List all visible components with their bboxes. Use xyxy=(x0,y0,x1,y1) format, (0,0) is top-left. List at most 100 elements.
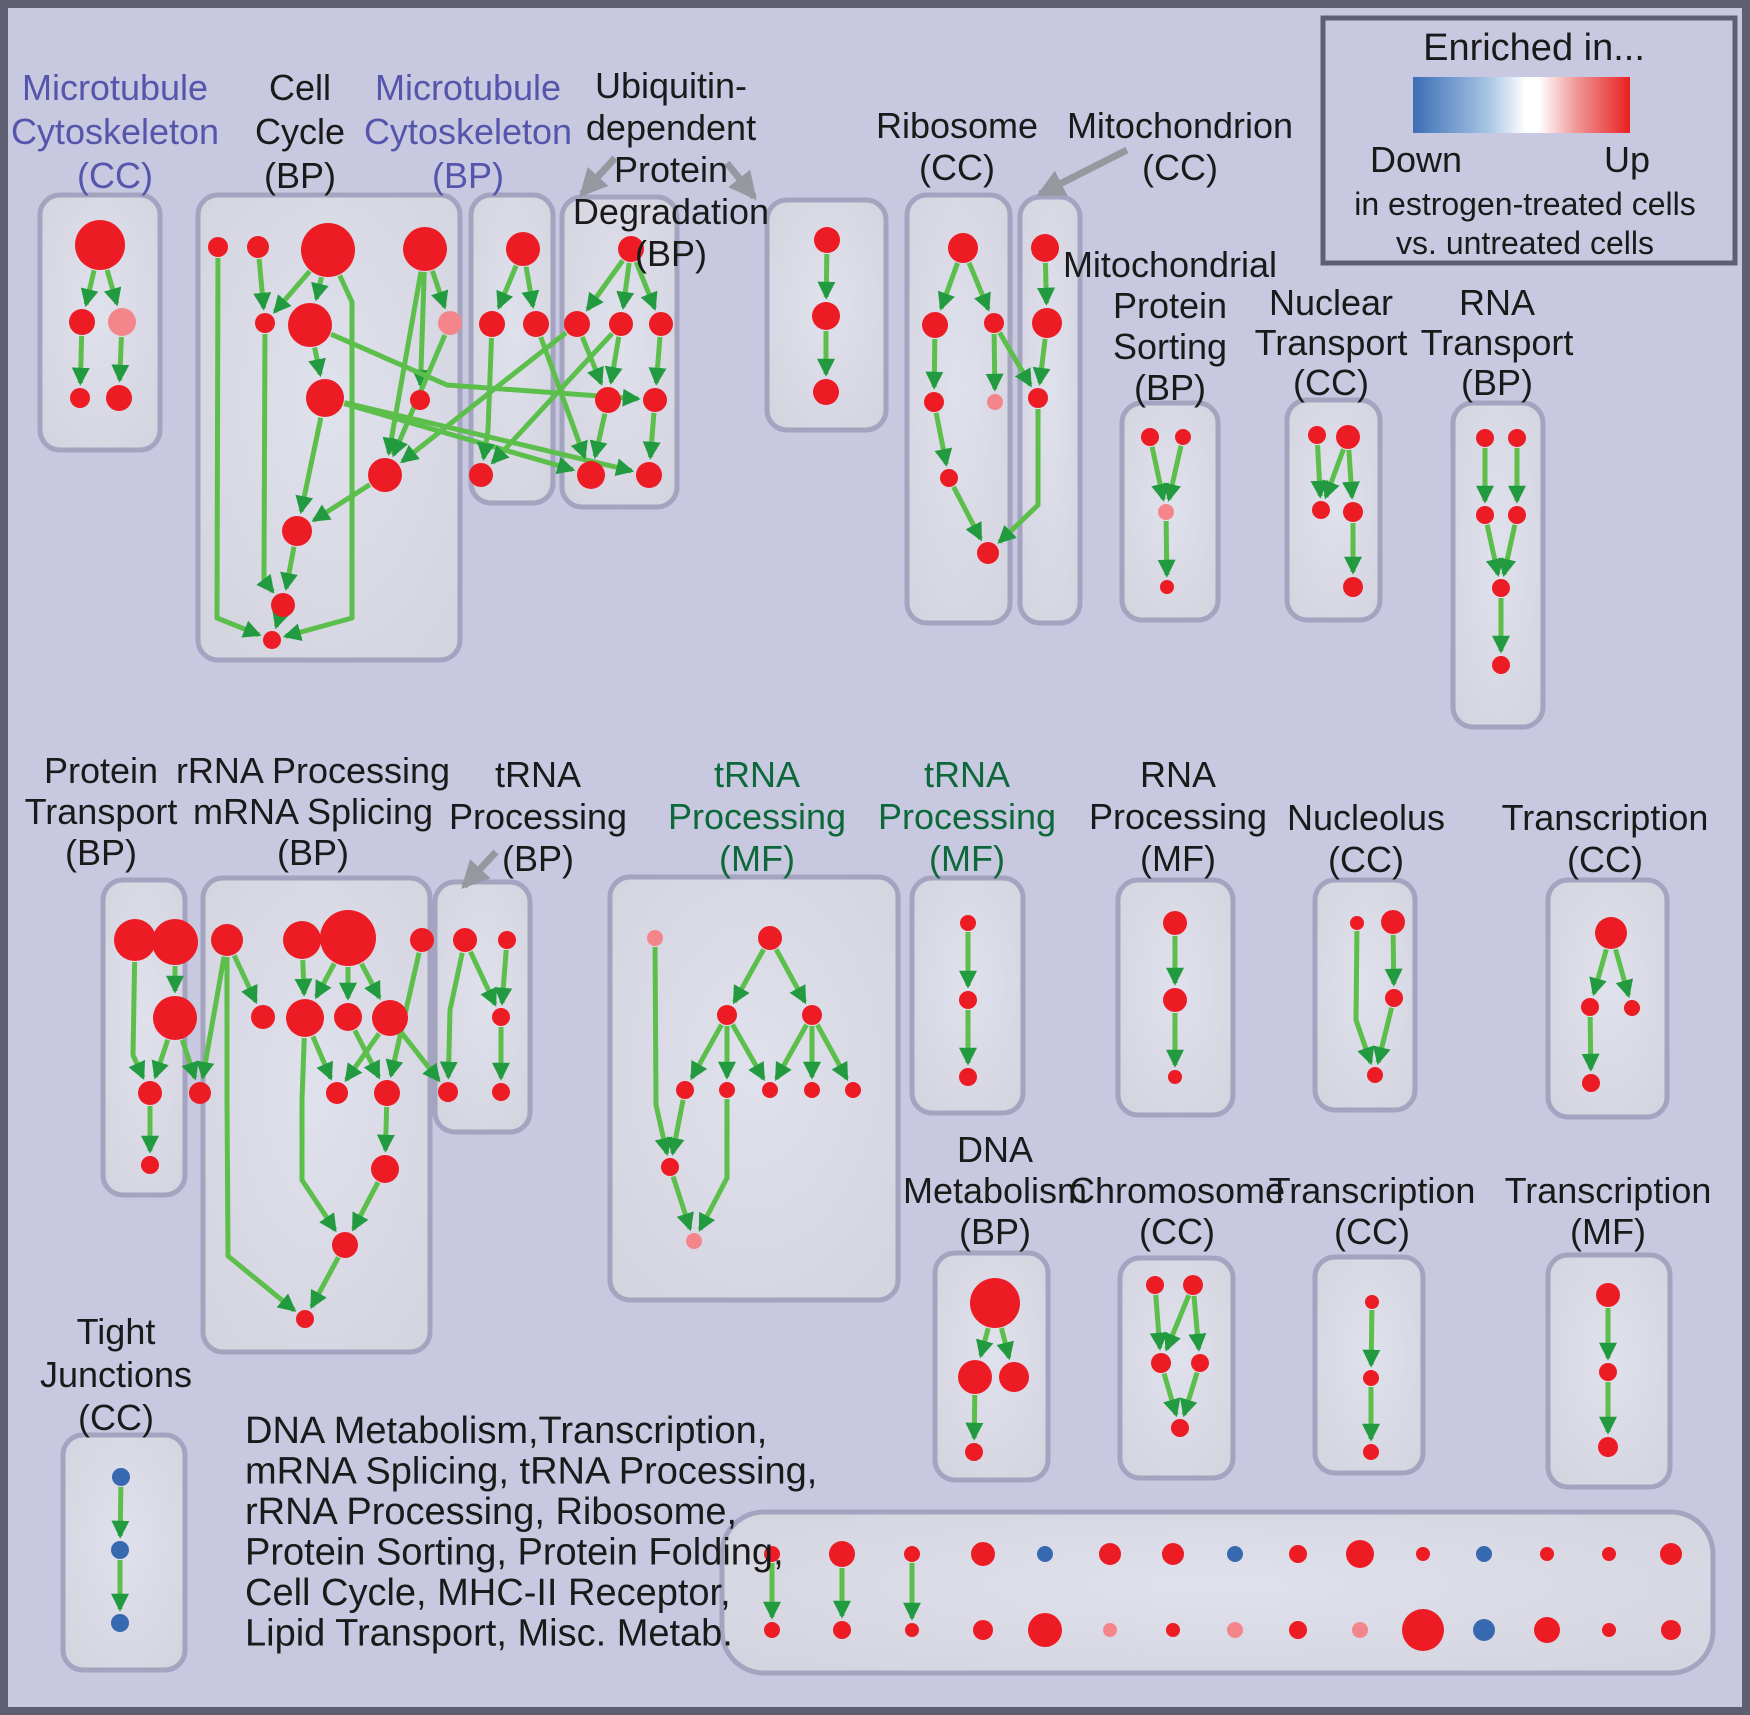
node-tg2 xyxy=(959,991,977,1009)
node-rr6 xyxy=(286,999,324,1037)
edge-rb6-rb7 xyxy=(951,485,983,542)
edge-rr1-rr13 xyxy=(224,957,297,1313)
node-a4 xyxy=(70,388,90,408)
node-ms4 xyxy=(1160,580,1174,594)
edge-ch1-ch3 xyxy=(1149,1294,1168,1351)
group-label-line: dependent xyxy=(586,107,756,148)
note-line: DNA Metabolism,Transcription, xyxy=(245,1410,767,1452)
node-rb6 xyxy=(940,469,958,487)
node-dm1 xyxy=(970,1278,1020,1328)
node-pt4 xyxy=(138,1081,162,1105)
group-label-line: (CC) xyxy=(1139,1211,1215,1252)
edge-cc3-cc5 xyxy=(272,269,312,314)
edge-a1-a3 xyxy=(103,269,122,307)
group-label-line: Processing xyxy=(1089,796,1267,837)
group-label-line: (MF) xyxy=(929,838,1005,879)
node-nt3 xyxy=(1312,501,1330,519)
node-rr9 xyxy=(326,1082,348,1104)
group-label-line: (BP) xyxy=(1461,362,1533,403)
group-label-line: Mitochondrial xyxy=(1063,244,1277,285)
group-label-line: Transcription xyxy=(1505,1170,1712,1211)
band-node-bottom-2 xyxy=(905,1623,919,1637)
edge-rr6-rr12 xyxy=(299,1037,338,1233)
note-line: mRNA Splicing, tRNA Processing, xyxy=(245,1451,817,1493)
node-tc2 xyxy=(1581,998,1599,1016)
node-tf8 xyxy=(804,1082,820,1098)
edge-rb4-rb6 xyxy=(933,412,953,467)
edge-rr6-rr9 xyxy=(310,1035,334,1081)
node-tp2 xyxy=(498,931,516,949)
node-pt2 xyxy=(152,919,198,965)
band-node-top-1 xyxy=(829,1541,855,1567)
node-cc2 xyxy=(247,236,269,258)
edge-ub6-ub8 xyxy=(642,412,661,460)
edge-cc3-cc6 xyxy=(311,276,329,302)
edge-mb2-mb4 xyxy=(477,337,495,461)
group-label-line: Cytoskeleton xyxy=(11,111,219,152)
edge-mb1-mb2 xyxy=(496,264,519,310)
group-box-tc xyxy=(1545,877,1670,1120)
edge-rr1-rr5 xyxy=(231,954,259,1005)
edge-rb3-rb5 xyxy=(985,333,1004,392)
group-label-ribosome: Ribosome(CC) xyxy=(876,105,1038,188)
node-tf11 xyxy=(686,1233,702,1249)
edge-tp1-tp3 xyxy=(468,950,498,1007)
edge-rt3-rt5 xyxy=(1484,524,1504,577)
label-pointer-arrow-2 xyxy=(1036,146,1129,198)
group-label-transcription-mf: Transcription(MF) xyxy=(1505,1170,1712,1252)
edge-dm2-dm4 xyxy=(965,1394,984,1441)
node-tb3 xyxy=(1363,1444,1379,1460)
node-tg1 xyxy=(960,915,976,931)
legend-up-label: Up xyxy=(1604,139,1650,180)
node-a3 xyxy=(108,308,136,336)
node-rp3 xyxy=(1168,1070,1182,1084)
node-rt1 xyxy=(1476,429,1494,447)
node-tf4 xyxy=(802,1005,822,1025)
edge-cc4-cc9 xyxy=(412,271,430,388)
node-a1 xyxy=(75,220,125,270)
edge-pt1-pt4 xyxy=(128,961,146,1080)
node-ub4 xyxy=(649,312,673,336)
edge-tc2-tc4 xyxy=(1581,1016,1600,1072)
edge-nc1-nc4 xyxy=(1353,930,1375,1066)
edge-rr7-rr10 xyxy=(352,1029,382,1080)
edge-nt1-nt3 xyxy=(1310,444,1329,499)
group-label-line: tRNA xyxy=(495,754,581,795)
group-label-line: (CC) xyxy=(1142,147,1218,188)
node-rt5 xyxy=(1492,579,1510,597)
node-rr7 xyxy=(334,1003,362,1031)
edge-cc3-cc13 xyxy=(282,274,355,641)
node-ms1 xyxy=(1141,428,1159,446)
edge-mi2-mi3 xyxy=(1032,338,1051,386)
group-label-transcription-cc-bottom: Transcription(CC) xyxy=(1269,1170,1476,1252)
node-mi2 xyxy=(1032,308,1062,338)
group-label-line: RNA xyxy=(1140,754,1216,795)
band-node-bottom-0 xyxy=(764,1622,780,1638)
group-box-ub xyxy=(559,194,680,510)
node-uc2 xyxy=(812,302,840,330)
group-label-line: Junctions xyxy=(40,1354,192,1395)
group-label-line: Protein xyxy=(614,149,728,190)
summary-band-box xyxy=(719,1509,1716,1676)
group-label-line: (MF) xyxy=(719,838,795,879)
edge-ub1-ub4 xyxy=(633,261,658,311)
edge-dm1-dm2 xyxy=(976,1327,994,1359)
edge-cc6-ub6 xyxy=(330,331,641,407)
edge-ms1-ms3 xyxy=(1149,446,1169,502)
node-rb7 xyxy=(977,542,999,564)
band-node-bottom-4 xyxy=(1028,1613,1062,1647)
node-tj3 xyxy=(111,1614,129,1632)
edge-ch3-ch5 xyxy=(1161,1372,1181,1418)
node-nc2 xyxy=(1381,910,1405,934)
node-pt5 xyxy=(141,1156,159,1174)
text-layer: MicrotubuleCytoskeleton(CC)CellCycle(BP)… xyxy=(11,15,1738,1655)
node-tc1 xyxy=(1595,917,1627,949)
group-label-ubiquitin: Ubiquitin-dependentProteinDegradation(BP… xyxy=(573,65,769,274)
edge-tp2-tp3 xyxy=(494,949,513,1006)
legend-subtitle-1: in estrogen-treated cells xyxy=(1354,186,1696,222)
edge-tj1-tj2 xyxy=(111,1486,130,1539)
